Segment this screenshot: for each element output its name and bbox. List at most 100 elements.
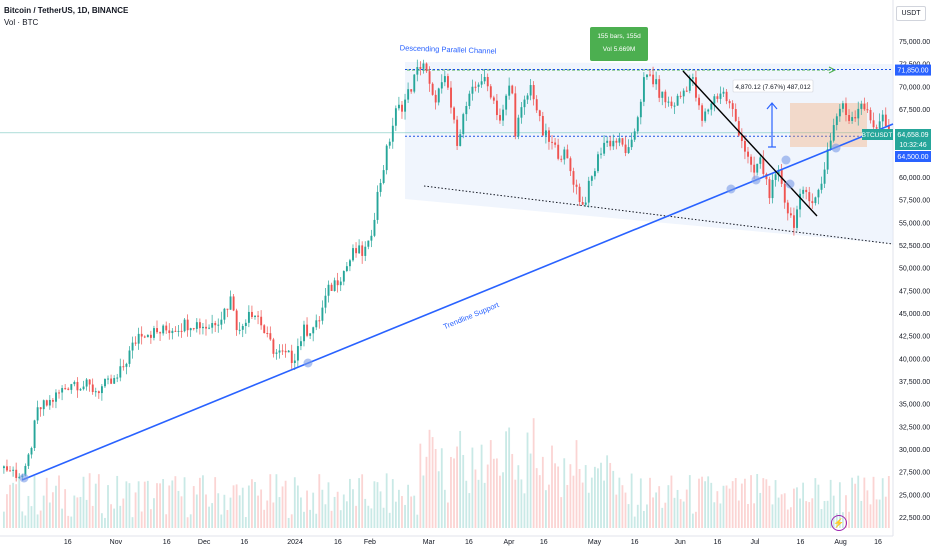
volume-bar: [655, 492, 658, 528]
candle-body: [156, 328, 159, 333]
candle-body: [826, 149, 829, 170]
volume-bar: [315, 513, 318, 528]
touch-point-marker: [19, 473, 29, 483]
volume-bar: [734, 478, 737, 528]
candle-body: [165, 325, 168, 331]
volume-bar: [391, 479, 394, 528]
candle-body: [817, 189, 820, 198]
candle-body: [113, 378, 116, 384]
candle-body: [85, 379, 88, 387]
volume-bar: [600, 462, 602, 528]
candle-body: [272, 339, 275, 354]
candle-body: [529, 85, 532, 96]
candle-body: [532, 85, 535, 100]
candle-body: [45, 400, 48, 406]
candle-body: [67, 388, 70, 390]
candle-body: [747, 151, 749, 157]
candle-body: [860, 103, 863, 109]
volume-bar: [789, 507, 792, 528]
candle-body: [820, 183, 823, 190]
volume-bar: [306, 490, 308, 528]
volume-bar: [707, 476, 710, 528]
candle-body: [511, 85, 514, 94]
candle-body: [474, 86, 477, 88]
volume-bar: [416, 514, 419, 528]
x-tick-label: 16: [540, 539, 548, 546]
volume-bar: [793, 488, 795, 528]
volume-bar: [110, 504, 112, 528]
candle-body: [710, 103, 713, 110]
volume-bar: [379, 491, 382, 528]
candle-body: [39, 407, 42, 410]
candle-body: [281, 350, 284, 352]
candle-body: [192, 328, 195, 330]
candle-body: [875, 127, 878, 129]
volume-bar: [716, 491, 719, 528]
candle-body: [342, 270, 345, 282]
volume-bar: [159, 483, 161, 528]
volume-bar: [701, 476, 703, 528]
volume-bar: [156, 483, 158, 528]
volume-bar: [431, 437, 434, 528]
candle-body: [171, 330, 174, 334]
volume-bar: [486, 464, 489, 528]
volume-bar: [492, 458, 495, 528]
volume-bar: [70, 516, 73, 528]
volume-bar: [633, 516, 636, 528]
volume-bar: [887, 476, 890, 528]
candle-body: [578, 186, 581, 203]
candle-body: [646, 74, 648, 78]
volume-bar: [205, 494, 207, 528]
touch-point-marker: [303, 358, 313, 368]
volume-bar: [606, 455, 609, 528]
candle-body: [48, 399, 51, 406]
candle-body: [465, 105, 468, 115]
x-tick-label: 16: [334, 539, 342, 546]
volume-bar: [67, 515, 70, 528]
volume-bar: [162, 479, 165, 528]
candle-body: [70, 384, 73, 390]
volume-bar: [174, 476, 177, 528]
volume-bar: [388, 512, 391, 528]
candle-body: [373, 219, 376, 236]
volume-bar: [30, 506, 33, 528]
candle-body: [73, 381, 76, 385]
y-tick-label: 70,000.00: [899, 84, 930, 91]
candle-body: [398, 104, 400, 109]
candle-body: [734, 109, 737, 122]
volume-bar: [881, 478, 884, 528]
volume-bar: [404, 504, 406, 528]
candle-body: [238, 329, 241, 331]
candle-body: [704, 111, 707, 121]
volume-bar: [780, 494, 783, 528]
candle-body: [652, 74, 655, 85]
volume-bar: [55, 485, 57, 528]
candle-body: [122, 366, 125, 368]
volume-bar: [345, 501, 348, 528]
volume-bar: [489, 440, 492, 528]
candle-body: [186, 319, 189, 331]
candle-body: [447, 76, 449, 88]
candle-body: [131, 342, 134, 351]
volume-bar: [447, 502, 449, 528]
candle-body: [551, 141, 554, 143]
candle-body: [639, 101, 642, 118]
candle-body: [42, 400, 45, 410]
candle-body: [486, 76, 489, 87]
lightning-icon[interactable]: ⚡: [831, 515, 847, 531]
volume-bar: [45, 477, 48, 528]
candle-body: [789, 213, 792, 216]
candle-body: [829, 140, 832, 150]
candle-body: [205, 326, 207, 329]
volume-bar: [107, 485, 109, 528]
candle-body: [440, 82, 443, 89]
candle-body: [394, 108, 397, 126]
candle-body: [483, 76, 486, 82]
candle-body: [887, 126, 890, 130]
volume-bar: [211, 503, 214, 528]
candle-body: [728, 101, 731, 104]
volume-bar: [33, 476, 36, 528]
currency-unit-box[interactable]: USDT: [896, 6, 926, 21]
y-tick-label: 60,000.00: [899, 175, 930, 182]
